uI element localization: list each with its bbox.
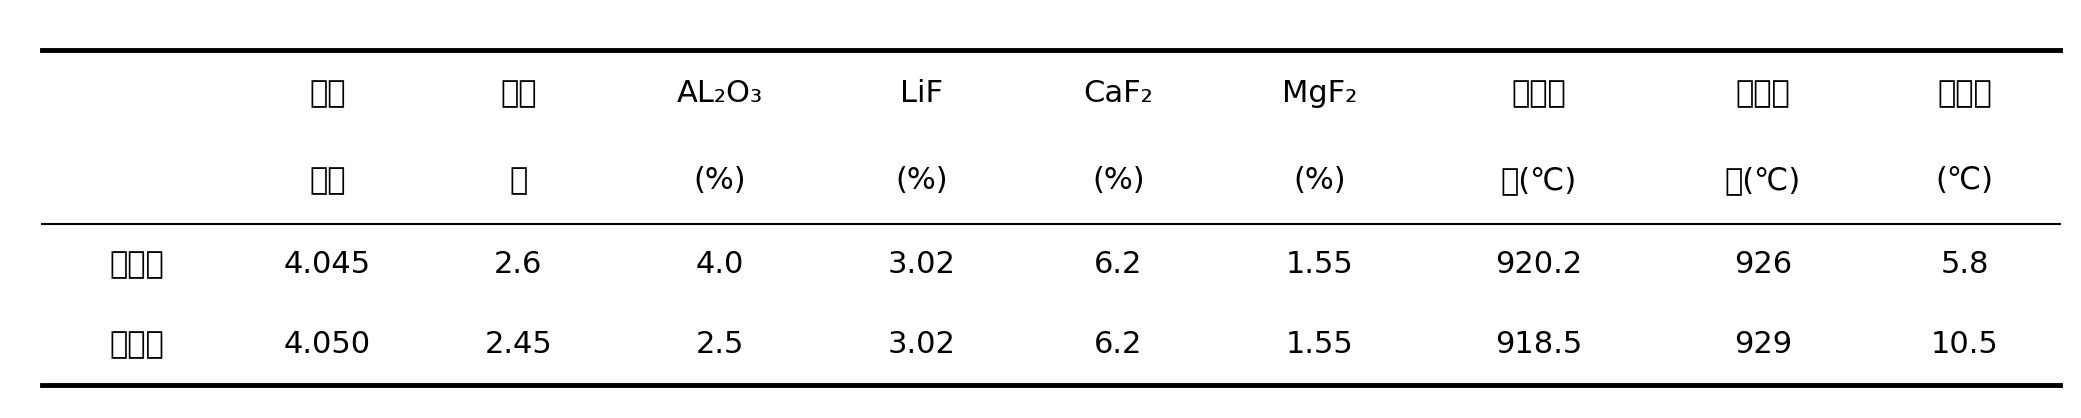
Text: 4.045: 4.045 <box>283 250 370 279</box>
Text: 926: 926 <box>1733 250 1792 279</box>
Text: (%): (%) <box>1294 166 1346 195</box>
Text: 初晶温: 初晶温 <box>1511 79 1567 108</box>
Text: 过热度: 过热度 <box>1937 79 1992 108</box>
Text: 4.0: 4.0 <box>695 250 745 279</box>
Text: 6.2: 6.2 <box>1095 330 1142 359</box>
Text: AL₂O₃: AL₂O₃ <box>676 79 764 108</box>
Text: LiF: LiF <box>901 79 943 108</box>
Text: 2.5: 2.5 <box>695 330 745 359</box>
Text: 调整前: 调整前 <box>110 250 164 279</box>
Text: 1.55: 1.55 <box>1286 250 1355 279</box>
Text: (℃): (℃) <box>1935 166 1994 195</box>
Text: 分子: 分子 <box>499 79 537 108</box>
Text: 度(℃): 度(℃) <box>1500 166 1577 195</box>
Text: 3.02: 3.02 <box>889 330 955 359</box>
Text: 3.02: 3.02 <box>889 250 955 279</box>
Text: 4.050: 4.050 <box>283 330 370 359</box>
Text: 实测槽: 实测槽 <box>1736 79 1790 108</box>
Text: (%): (%) <box>693 166 747 195</box>
Text: 5.8: 5.8 <box>1942 250 1989 279</box>
Text: 电压: 电压 <box>310 166 345 195</box>
Text: 918.5: 918.5 <box>1494 330 1582 359</box>
Text: 比: 比 <box>510 166 526 195</box>
Text: CaF₂: CaF₂ <box>1084 79 1153 108</box>
Text: (%): (%) <box>1093 166 1145 195</box>
Text: 2.6: 2.6 <box>493 250 543 279</box>
Text: 工作: 工作 <box>310 79 345 108</box>
Text: 2.45: 2.45 <box>485 330 551 359</box>
Text: 929: 929 <box>1733 330 1792 359</box>
Text: (%): (%) <box>895 166 949 195</box>
Text: 温(℃): 温(℃) <box>1725 166 1802 195</box>
Text: MgF₂: MgF₂ <box>1282 79 1357 108</box>
Text: 6.2: 6.2 <box>1095 250 1142 279</box>
Text: 920.2: 920.2 <box>1494 250 1582 279</box>
Text: 调整后: 调整后 <box>110 330 164 359</box>
Text: 10.5: 10.5 <box>1931 330 1998 359</box>
Text: 1.55: 1.55 <box>1286 330 1355 359</box>
